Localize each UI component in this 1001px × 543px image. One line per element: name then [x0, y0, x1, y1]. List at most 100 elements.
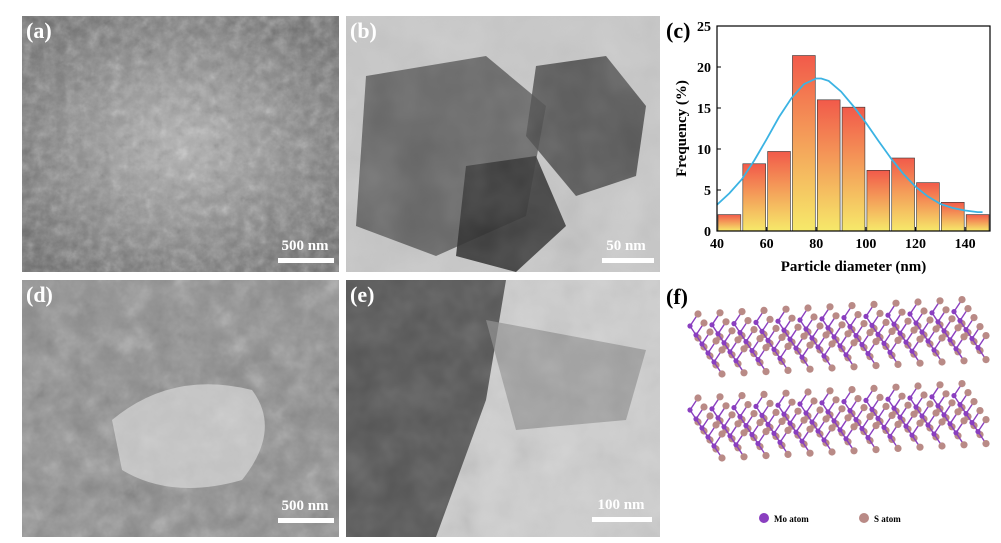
- mo-atom: [825, 409, 831, 415]
- mo-atom: [775, 318, 781, 324]
- mo-atom: [947, 421, 953, 427]
- mo-atom: [935, 319, 941, 325]
- mo-atom: [931, 431, 937, 437]
- scale-bar-b: [602, 258, 654, 263]
- mo-atom: [731, 321, 737, 327]
- histogram-bar: [891, 157, 915, 232]
- s-atom: [936, 297, 944, 305]
- mo-atom: [885, 312, 891, 318]
- s-atom: [982, 356, 990, 364]
- x-axis-label: Particle diameter (nm): [781, 259, 927, 275]
- s-atom: [848, 386, 856, 394]
- s-atom: [932, 409, 940, 417]
- s-atom: [948, 399, 956, 407]
- mo-atom: [947, 337, 953, 343]
- s-atom: [970, 398, 978, 406]
- s-atom: [888, 327, 896, 335]
- gaussian-fit-line: [716, 77, 983, 214]
- s-atom: [800, 332, 808, 340]
- mo-atom: [743, 423, 749, 429]
- s-atom: [910, 326, 918, 334]
- s-atom: [734, 420, 742, 428]
- mo-atom: [743, 339, 749, 345]
- s-atom: [788, 398, 796, 406]
- s-atom: [728, 327, 736, 335]
- mo-atom: [765, 421, 771, 427]
- mo-atom: [711, 359, 717, 365]
- mo-atom: [907, 311, 913, 317]
- s-atom: [800, 416, 808, 424]
- mo-atom: [693, 416, 699, 422]
- s-atom: [872, 446, 880, 454]
- mo-atom: [737, 330, 743, 336]
- s-atom: [728, 411, 736, 419]
- x-tick-label: 60: [760, 237, 774, 252]
- s-atom: [744, 401, 752, 409]
- s-atom: [744, 317, 752, 325]
- s-atom: [976, 323, 984, 331]
- s-atom: [854, 311, 862, 319]
- s-atom: [866, 413, 874, 421]
- mo-atom: [975, 429, 981, 435]
- mo-atom: [957, 318, 963, 324]
- mo-atom: [969, 420, 975, 426]
- s-atom: [806, 341, 814, 349]
- tem-texture-e: [346, 280, 660, 537]
- y-tick-label: 15: [697, 102, 711, 117]
- s-atom: [740, 345, 748, 353]
- s-atom: [982, 440, 990, 448]
- s-atom: [722, 318, 730, 326]
- mo-atom: [815, 344, 821, 350]
- scale-label-b: 50 nm: [606, 238, 646, 254]
- s-atom: [826, 387, 834, 395]
- s-atom: [772, 408, 780, 416]
- panel-label-c: (c): [666, 18, 691, 43]
- s-atom: [784, 450, 792, 458]
- mo-atom: [935, 403, 941, 409]
- histogram-bar: [965, 214, 990, 232]
- s-atom: [740, 429, 748, 437]
- mo-atom: [721, 424, 727, 430]
- mo-atom: [777, 439, 783, 445]
- s-atom: [712, 337, 720, 345]
- mo-atom: [687, 323, 693, 329]
- s-atom: [828, 364, 836, 372]
- s-atom: [948, 315, 956, 323]
- s-atom: [694, 310, 702, 318]
- s-atom: [832, 312, 840, 320]
- mo-atom: [975, 345, 981, 351]
- s-atom: [806, 449, 814, 457]
- mo-atom: [737, 414, 743, 420]
- s-atom: [916, 335, 924, 343]
- mo-atom: [803, 326, 809, 332]
- mo-atom: [863, 397, 869, 403]
- mo-atom: [797, 317, 803, 323]
- mo-atom: [885, 396, 891, 402]
- mo-atom: [797, 401, 803, 407]
- mo-atom: [765, 337, 771, 343]
- mo-atom: [749, 348, 755, 354]
- s-atom: [894, 360, 902, 368]
- s-atom: [810, 397, 818, 405]
- mo-atom: [837, 343, 843, 349]
- s-atom: [882, 402, 890, 410]
- mo-atom: [815, 428, 821, 434]
- mo-atom: [909, 348, 915, 354]
- s-atom: [936, 381, 944, 389]
- s-atom: [848, 302, 856, 310]
- s-atom: [784, 366, 792, 374]
- s-atom: [762, 452, 770, 460]
- s-atom: [806, 365, 814, 373]
- mo-atom: [715, 415, 721, 421]
- mo-atom: [953, 430, 959, 436]
- mo-atom: [787, 336, 793, 342]
- mo-atom: [909, 432, 915, 438]
- mo-atom: [771, 346, 777, 352]
- s-atom: [838, 405, 846, 413]
- s-atom: [750, 410, 758, 418]
- s-atom: [960, 417, 968, 425]
- mo-atom: [831, 418, 837, 424]
- s-atom-legend-icon: [859, 513, 869, 523]
- s-atom: [706, 328, 714, 336]
- mo-atom: [929, 310, 935, 316]
